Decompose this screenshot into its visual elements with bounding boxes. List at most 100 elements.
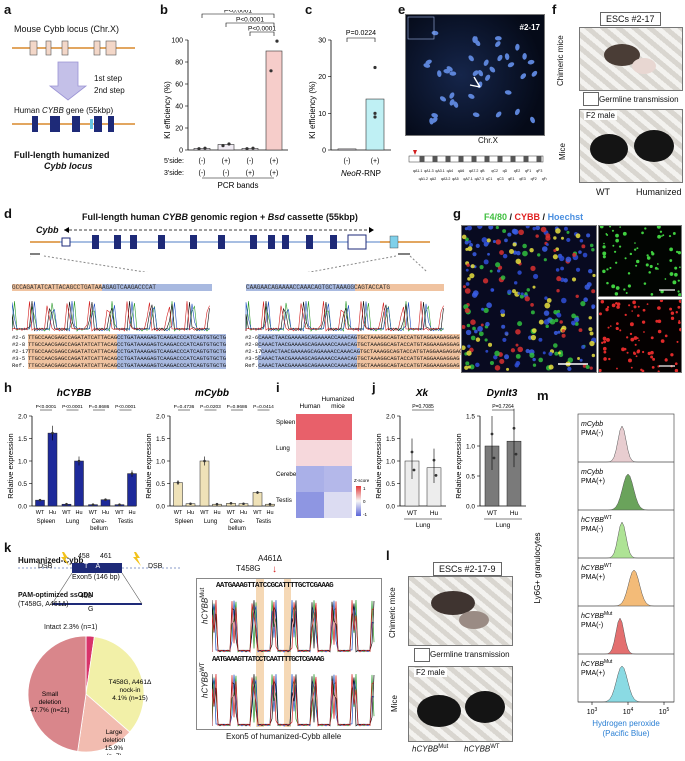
cell <box>530 265 536 271</box>
cell <box>570 320 576 326</box>
red-cell <box>646 303 649 306</box>
aligned-seq-b: TGCTAAAGGCAGTACCATGTAGGAAGAGGAG <box>357 362 460 369</box>
cell <box>487 342 493 347</box>
red-cell <box>616 367 618 370</box>
band-label: qA5 <box>452 177 458 181</box>
aligned-seq-a: TTGCCAACGAGCCAGATATCATTACAG <box>28 348 118 355</box>
green-cell <box>644 227 647 230</box>
cell <box>537 253 541 257</box>
m-row-cond: PMA(+) <box>581 574 605 581</box>
red-cell <box>650 355 654 359</box>
cell <box>571 313 576 319</box>
red-cell <box>599 368 602 372</box>
chromosome <box>431 30 439 36</box>
mice-side-label-l: Mice <box>390 695 399 712</box>
red-cell <box>659 300 664 303</box>
red-cell <box>676 340 679 343</box>
band-label: qA2 <box>430 177 436 181</box>
green-cell <box>648 271 651 274</box>
h-tick-label: 2.0 <box>156 414 165 421</box>
exon <box>282 235 289 249</box>
red-cell <box>650 350 654 355</box>
red-cell <box>651 366 655 369</box>
band-label: qD <box>503 169 508 173</box>
band-label: qA6 <box>458 169 464 173</box>
b-xlabel: PCR bands <box>218 181 259 190</box>
green-cell <box>669 272 674 276</box>
clone-label: #3-5 <box>12 355 26 362</box>
c-point <box>373 65 377 70</box>
red-cell <box>670 311 675 315</box>
cell <box>525 226 530 229</box>
b-point <box>221 144 225 148</box>
cell <box>526 288 531 292</box>
h-point <box>77 459 81 463</box>
green-cell <box>606 268 609 271</box>
c-bar <box>365 98 385 151</box>
panel-l-label: l <box>386 548 390 563</box>
band-label: qA3.2 <box>441 177 450 181</box>
cell <box>566 230 570 234</box>
h-xcat: Hu <box>240 510 247 516</box>
h-xcat: WT <box>62 510 71 516</box>
red-cell <box>629 332 633 336</box>
b-pbracket <box>201 13 275 18</box>
cell <box>560 266 565 271</box>
green-cell <box>633 248 637 251</box>
sep1: / <box>507 212 515 222</box>
panel-a-caption-1: Full-length humanized <box>14 150 110 160</box>
h-point <box>51 431 54 435</box>
cell <box>495 226 499 230</box>
h-tissue: Cere- <box>229 519 244 525</box>
h-tick-label: 1.0 <box>18 459 27 466</box>
cell <box>552 254 558 260</box>
l-wt-sup: WT <box>490 744 500 750</box>
h-xcat: WT <box>89 510 98 516</box>
chromosome <box>504 90 512 95</box>
j-tick-label: 1.5 <box>386 436 395 443</box>
c-tick-label: 0 <box>322 148 326 155</box>
red-cell <box>674 368 679 372</box>
h-tissue: Testis <box>256 519 271 525</box>
h-xcat: Hu <box>49 510 56 516</box>
ssodn-diagram <box>18 552 182 605</box>
green-cell <box>615 238 619 243</box>
cell <box>515 258 522 265</box>
cell <box>462 345 466 351</box>
cell <box>553 248 557 253</box>
chromosome <box>431 113 438 118</box>
green-cell <box>636 259 640 264</box>
cell <box>480 323 484 327</box>
j-pvalue: P=0.7264 <box>492 404 514 410</box>
cell <box>591 306 595 310</box>
red-cell <box>603 340 607 344</box>
cell <box>567 357 574 363</box>
human-gene-name: CYBB <box>42 106 64 115</box>
h-pvalue: P=0.0414 <box>253 404 274 410</box>
cell <box>532 357 536 362</box>
band-label: qA7.1 <box>463 177 472 181</box>
d-title-prefix: Full-length human <box>82 212 163 222</box>
b-tick-label: 40 <box>175 104 183 111</box>
heat-cell <box>324 492 352 518</box>
cell <box>509 249 514 255</box>
clone-label: #2-17 <box>519 23 540 32</box>
f480-label: F4/80 <box>484 212 508 222</box>
h-bar <box>173 482 183 507</box>
panel-a-label: a <box>4 2 12 17</box>
red-cell <box>678 300 681 303</box>
cell <box>485 321 490 327</box>
cell <box>553 310 558 315</box>
band-label: qF2 <box>531 177 537 181</box>
green-cell <box>645 263 649 267</box>
aligned-seq-a: CAAACTAACGAAAAGCAGAAAACCAAACAG <box>258 362 358 369</box>
alignment-row: #2-6 CAAACTAACGAAAAGCAGAAAACCAAACAG TGCTAA… <box>245 334 460 341</box>
h-xcat: WT <box>200 510 209 516</box>
green-cell <box>657 234 662 239</box>
c-bar <box>337 148 357 151</box>
cell <box>517 321 523 327</box>
red-cell <box>609 325 612 327</box>
chromatogram-d <box>12 300 444 332</box>
h-xcat: WT <box>36 510 45 516</box>
pie-slice <box>85 636 145 733</box>
